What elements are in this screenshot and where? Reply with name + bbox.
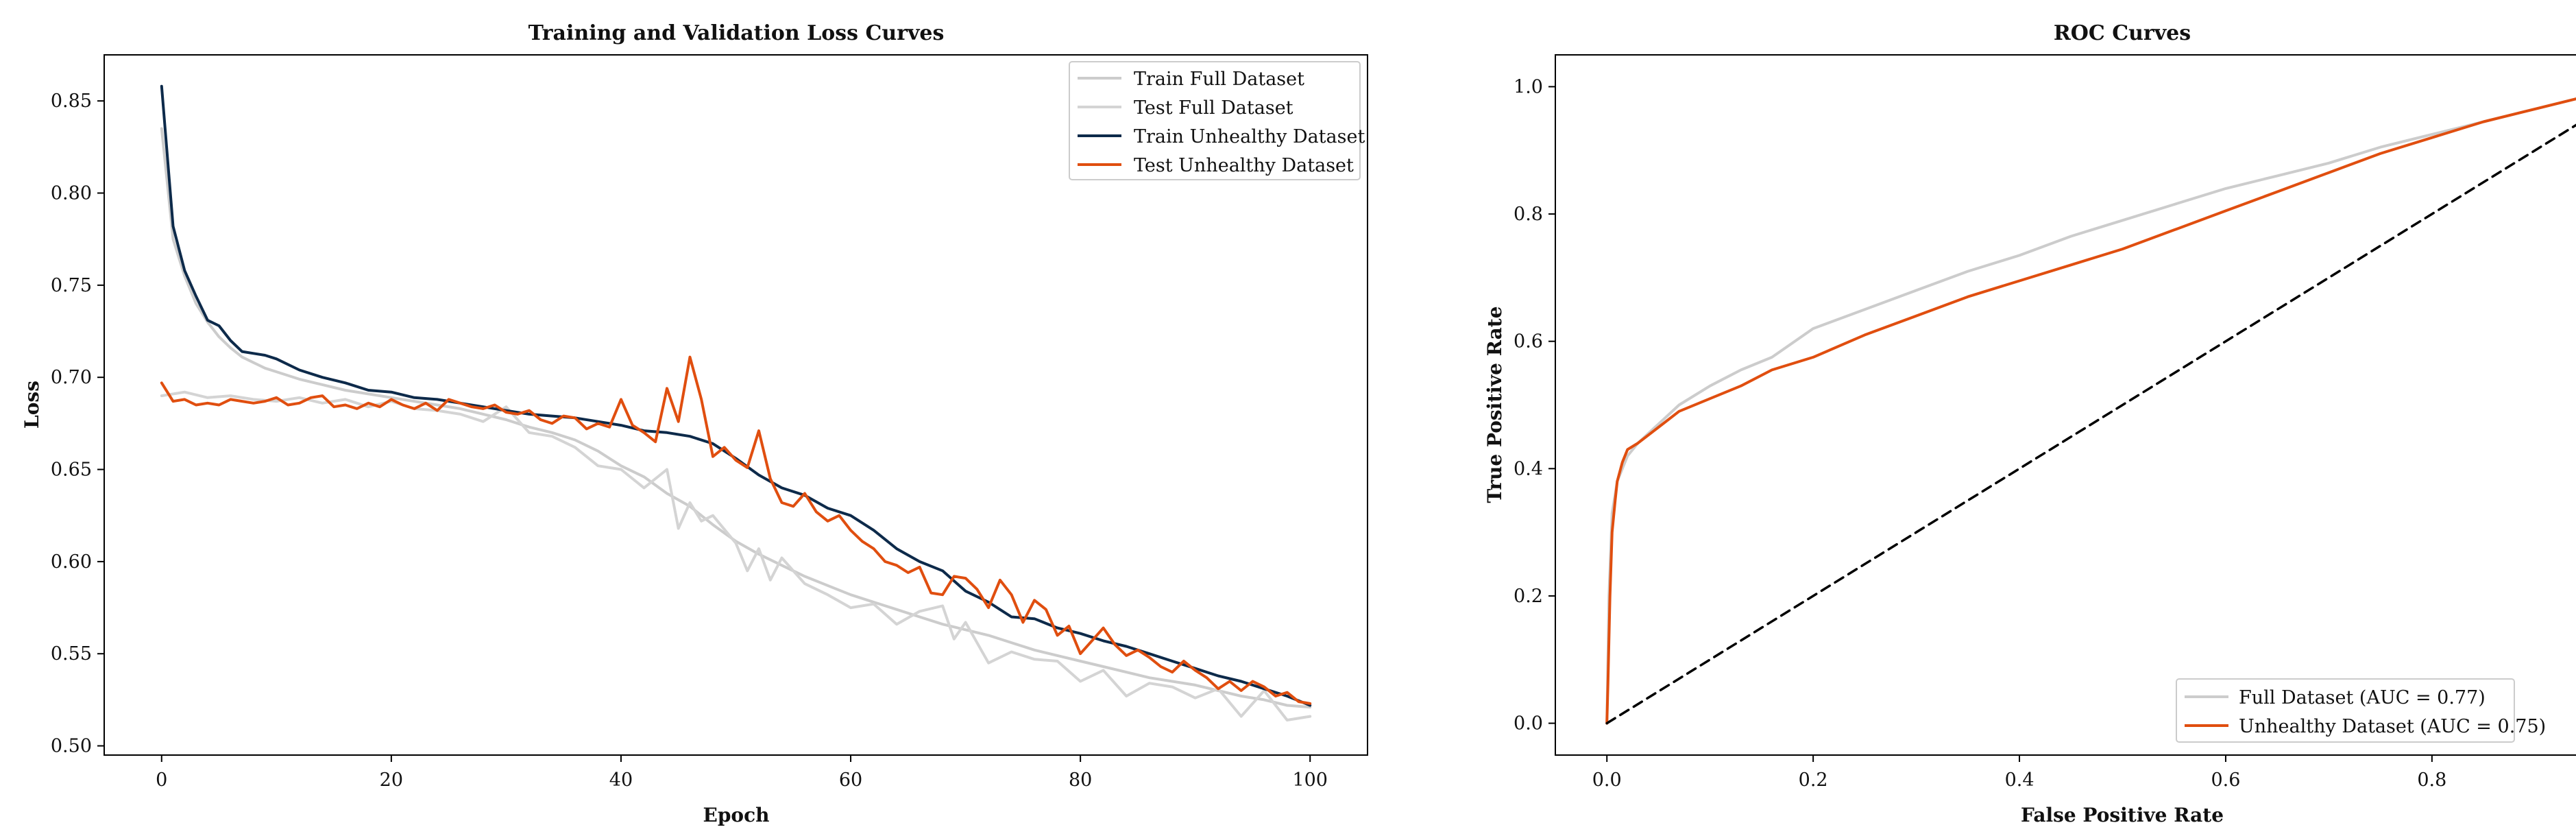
y-tick-label: 0.75 (51, 275, 92, 296)
series-line-0 (160, 127, 1312, 709)
legend-box (1069, 61, 1361, 180)
y-tick-label: 0.80 (51, 183, 92, 204)
y-tick-label: 1.0 (1514, 76, 1543, 97)
legend-label-train-unhealthy: Train Unhealthy Dataset (1134, 126, 1365, 147)
x-tick-label: 0 (156, 769, 167, 791)
legend-box (2176, 678, 2515, 743)
diagonal-reference-line (1605, 123, 2576, 725)
legend-label-test-full: Test Full Dataset (1134, 97, 1293, 119)
plot-frame (1555, 54, 2576, 756)
legend-label-test-unhealthy: Test Unhealthy Dataset (1134, 155, 1354, 176)
y-tick-label: 0.6 (1514, 331, 1543, 353)
series-line-3 (160, 355, 1312, 705)
chart-title: ROC Curves (2054, 21, 2191, 45)
plot-frame (104, 54, 1368, 756)
y-tick-label: 0.60 (51, 551, 92, 573)
legend-label-train-full: Train Full Dataset (1134, 69, 1304, 90)
y-tick-label: 0.50 (51, 736, 92, 757)
x-tick-label: 100 (1292, 769, 1328, 791)
series-line-0 (1605, 97, 2576, 725)
x-tick-label: 60 (839, 769, 862, 791)
y-axis-label: True Positive Rate (1483, 306, 1506, 503)
y-tick-label: 0.2 (1514, 586, 1543, 607)
axis-ticks: 0 20 40 60 80 100 0.50 0.55 0.60 0.65 0.70 0.75 0.80… (51, 91, 1328, 791)
y-tick-label: 0.65 (51, 459, 92, 481)
series-line-1 (1605, 97, 2576, 725)
x-tick-label: 0.4 (2005, 769, 2034, 791)
y-tick-label: 0.0 (1514, 713, 1543, 735)
y-tick-label: 0.85 (51, 91, 92, 112)
y-tick-label: 0.55 (51, 643, 92, 665)
roc-chart: ROC Curves 0.0 0.2 0.4 0.6 0.8 1.0 0.0 0.2 0.4 0.… (1483, 21, 2576, 826)
legend-label-unhealthy: Unhealthy Dataset (AUC = 0.75) (2239, 716, 2546, 737)
x-tick-label: 0.6 (2211, 769, 2240, 791)
y-tick-label: 0.70 (51, 367, 92, 388)
series-line-1 (160, 390, 1312, 721)
x-tick-label: 80 (1069, 769, 1092, 791)
x-tick-label: 0.0 (1592, 769, 1622, 791)
legend: Train Full Dataset Test Full Dataset Tra… (1069, 61, 1365, 180)
y-tick-label: 0.4 (1514, 458, 1543, 479)
y-tick-label: 0.8 (1514, 204, 1543, 225)
x-axis-label: Epoch (703, 804, 769, 826)
axis-ticks: 0.00.20.40.60.81.00.00.20.40.60.81.0 (1514, 76, 2446, 791)
legend-label-full: Full Dataset (AUC = 0.77) (2239, 687, 2486, 708)
x-tick-label: 0.8 (2417, 769, 2446, 791)
chart-title: Training and Validation Loss Curves (528, 21, 945, 45)
series-layer (160, 84, 1312, 721)
x-tick-label: 20 (380, 769, 403, 791)
loss-chart: Training and Validation Loss Curves 0 20 4… (21, 21, 1368, 826)
series-line-2 (160, 84, 1312, 707)
y-axis-label: Loss (21, 381, 43, 429)
x-axis-label: False Positive Rate (2021, 804, 2224, 826)
series-layer (1605, 97, 2576, 725)
x-tick-label: 40 (609, 769, 633, 791)
legend: Full Dataset (AUC = 0.77) Unhealthy Data… (2176, 678, 2546, 743)
x-tick-label: 0.2 (1799, 769, 1828, 791)
